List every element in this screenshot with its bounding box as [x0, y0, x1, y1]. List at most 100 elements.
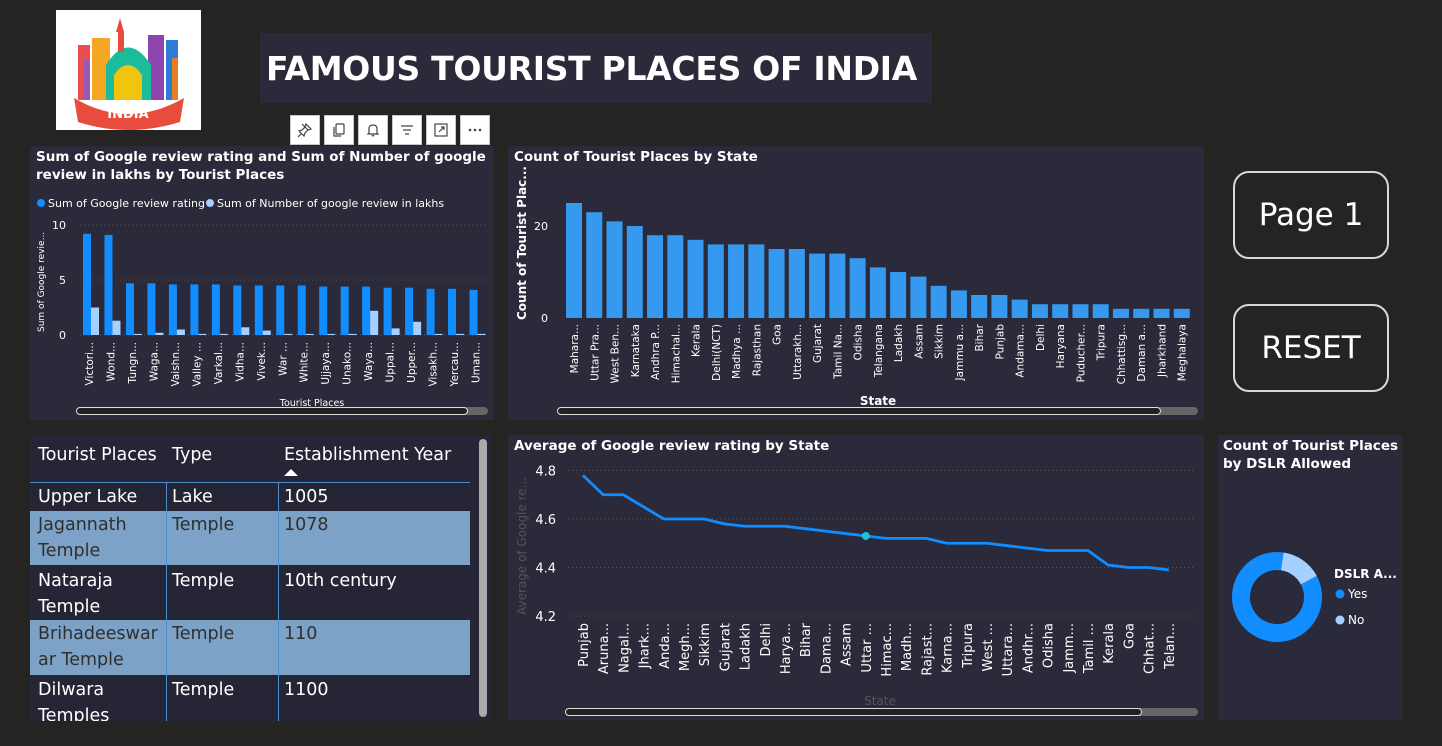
count-bar[interactable]	[586, 212, 603, 318]
count-bar[interactable]	[626, 226, 643, 318]
review-count-bar[interactable]	[327, 333, 336, 335]
review-rating-bar[interactable]	[448, 288, 457, 335]
review-rating-bar[interactable]	[383, 287, 392, 335]
dslr-no-slice[interactable]	[1228, 548, 1325, 645]
review-rating-bar[interactable]	[297, 285, 306, 336]
tourist-places-table[interactable]: Tourist Places Type Establishment Year U…	[30, 435, 492, 721]
review-count-bar[interactable]	[413, 321, 422, 335]
review-rating-bar[interactable]	[319, 286, 328, 335]
review-count-bar[interactable]	[477, 333, 486, 335]
count-bar[interactable]	[687, 239, 704, 318]
review-rating-bar[interactable]	[147, 283, 156, 335]
filter-visual-button[interactable]	[392, 115, 422, 145]
sort-ascending-icon[interactable]	[284, 468, 298, 476]
table-row[interactable]: Nataraja Temple Temple 10th century	[30, 567, 470, 621]
legend-series2-label[interactable]: Sum of Number of google review in lakhs	[217, 197, 444, 210]
review-count-bar[interactable]	[305, 333, 314, 335]
review-count-bar[interactable]	[133, 333, 142, 335]
review-rating-bar[interactable]	[125, 283, 134, 335]
dslr-legend-no-label[interactable]: No	[1348, 613, 1364, 627]
avg-highlight-point[interactable]	[861, 531, 870, 540]
dslr-allowed-chart-panel[interactable]: Count of Tourist Places by DSLR Allowed …	[1218, 435, 1402, 720]
copy-visual-button[interactable]	[324, 115, 354, 145]
column-header-type[interactable]: Type	[172, 445, 213, 465]
count-bar[interactable]	[1052, 304, 1069, 318]
count-bar[interactable]	[1011, 299, 1028, 318]
avg-chart-scroll-thumb[interactable]	[565, 708, 1142, 716]
review-rating-bar[interactable]	[340, 286, 349, 335]
count-bar[interactable]	[1031, 304, 1048, 318]
review-rating-bar[interactable]	[168, 284, 177, 335]
count-bar[interactable]	[768, 249, 785, 318]
count-bar[interactable]	[748, 244, 765, 318]
focus-mode-button[interactable]	[426, 115, 456, 145]
column-header-tourist-places[interactable]: Tourist Places	[38, 445, 157, 465]
count-bar[interactable]	[950, 290, 967, 318]
review-rating-bar[interactable]	[83, 233, 91, 335]
review-count-bar[interactable]	[284, 333, 293, 335]
review-rating-chart-panel[interactable]: Sum of Google review rating and Sum of N…	[30, 146, 494, 420]
count-bar[interactable]	[991, 295, 1008, 318]
review-count-bar[interactable]	[456, 333, 465, 335]
column-header-establishment-year[interactable]: Establishment Year	[284, 445, 452, 465]
avg-chart-scrollbar[interactable]	[565, 708, 1198, 716]
review-rating-bar[interactable]	[104, 234, 113, 335]
count-bar[interactable]	[930, 285, 947, 318]
table-vertical-scrollbar[interactable]	[479, 439, 487, 717]
review-rating-bar[interactable]	[469, 289, 478, 335]
review-rating-bar[interactable]	[362, 286, 371, 335]
review-rating-bar[interactable]	[233, 285, 242, 336]
count-bar[interactable]	[849, 258, 866, 318]
review-count-bar[interactable]	[370, 310, 379, 335]
review-count-bar[interactable]	[112, 320, 121, 335]
count-bar[interactable]	[829, 253, 846, 318]
review-count-bar[interactable]	[198, 333, 207, 335]
review-count-bar[interactable]	[219, 333, 228, 335]
review-chart-scrollbar[interactable]	[76, 407, 488, 415]
count-bar[interactable]	[869, 267, 886, 318]
review-rating-bar[interactable]	[190, 284, 199, 335]
count-bar[interactable]	[667, 235, 684, 318]
review-rating-bar[interactable]	[405, 287, 414, 335]
count-bar[interactable]	[566, 203, 582, 318]
pin-visual-button[interactable]	[290, 115, 320, 145]
review-count-bar[interactable]	[241, 327, 250, 335]
count-bar[interactable]	[890, 272, 907, 318]
count-bar[interactable]	[1133, 308, 1150, 318]
review-count-bar[interactable]	[176, 329, 185, 336]
count-chart-scrollbar[interactable]	[557, 407, 1198, 415]
dslr-yes-slice[interactable]	[1228, 548, 1325, 645]
count-bar[interactable]	[1092, 304, 1109, 318]
count-chart-scroll-thumb[interactable]	[557, 407, 1161, 415]
review-rating-bar[interactable]	[276, 285, 285, 336]
page-1-button[interactable]: Page 1	[1233, 171, 1389, 259]
count-bar[interactable]	[1173, 308, 1190, 318]
review-rating-bar[interactable]	[254, 285, 263, 336]
review-count-bar[interactable]	[391, 328, 400, 335]
set-alert-button[interactable]	[358, 115, 388, 145]
reset-button[interactable]: RESET	[1233, 304, 1389, 392]
count-bar[interactable]	[707, 244, 724, 318]
count-bar[interactable]	[728, 244, 745, 318]
count-bar[interactable]	[971, 295, 988, 318]
table-row[interactable]: Upper Lake Lake 1005	[30, 483, 470, 511]
dslr-legend-yes-label[interactable]: Yes	[1347, 587, 1367, 601]
count-bar[interactable]	[809, 253, 826, 318]
count-bar[interactable]	[1112, 308, 1129, 318]
review-count-bar[interactable]	[348, 333, 357, 335]
table-row[interactable]: Dilwara Temples Temple 1100	[30, 676, 470, 721]
review-count-bar[interactable]	[91, 307, 99, 336]
count-bar[interactable]	[1072, 304, 1089, 318]
review-count-bar[interactable]	[434, 333, 443, 335]
count-by-state-chart-panel[interactable]: Count of Tourist Places by State Count o…	[508, 146, 1204, 420]
table-row[interactable]: Jagannath Temple Temple 1078	[30, 511, 470, 565]
avg-rating-line[interactable]	[582, 474, 1169, 572]
count-bar[interactable]	[788, 249, 805, 318]
count-bar[interactable]	[647, 235, 664, 318]
count-bar[interactable]	[910, 276, 927, 318]
legend-series1-label[interactable]: Sum of Google review rating	[48, 197, 205, 210]
count-bar[interactable]	[1153, 308, 1170, 318]
avg-rating-by-state-panel[interactable]: Average of Google review rating by State…	[508, 435, 1204, 720]
review-rating-bar[interactable]	[426, 288, 435, 335]
review-count-bar[interactable]	[155, 332, 164, 335]
